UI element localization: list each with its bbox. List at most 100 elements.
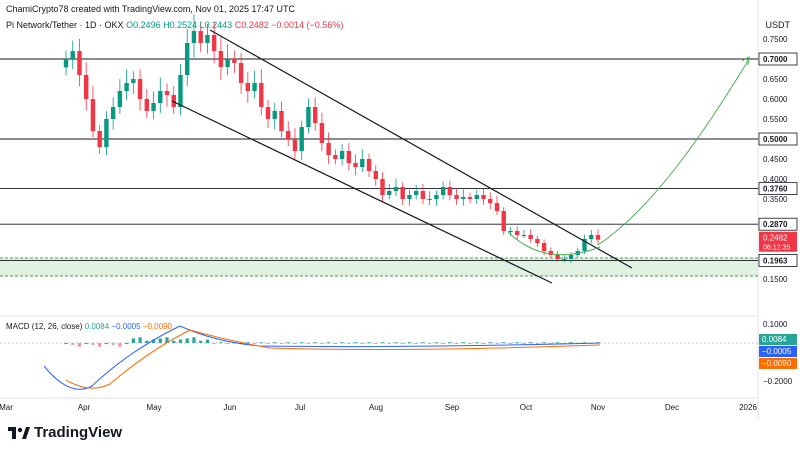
macd-histogram-bar xyxy=(407,342,412,344)
candle-body xyxy=(568,255,574,259)
month-label: Dec xyxy=(665,403,679,412)
candle-body xyxy=(90,99,96,131)
macd-tick-label: −0.2000 xyxy=(763,377,793,386)
macd-histogram-bar xyxy=(172,340,176,343)
macd-histogram-bar xyxy=(71,343,75,345)
month-label: Oct xyxy=(520,403,533,412)
macd-histogram-bar xyxy=(515,342,519,344)
candle-body xyxy=(144,99,150,111)
macd-histogram-bar xyxy=(259,342,263,344)
macd-histogram-bar xyxy=(535,343,539,344)
macd-histogram-bar xyxy=(488,342,492,344)
macd-legend[interactable]: MACD (12, 26, close) 0.0084 −0.0005 −0.0… xyxy=(6,322,172,331)
macd-histogram-bar xyxy=(555,342,560,344)
macd-value-badge xyxy=(759,346,797,357)
tradingview-logo[interactable]: TradingView xyxy=(8,424,122,441)
level-badge-label: 0.3760 xyxy=(763,185,788,194)
macd-histogram-bar xyxy=(502,342,506,344)
macd-histogram-bar xyxy=(367,342,371,344)
currency-label: USDT xyxy=(765,20,791,30)
candle-body xyxy=(387,191,392,195)
candle-body xyxy=(117,91,123,107)
macd-histogram-bar xyxy=(306,343,311,344)
macd-histogram-bar xyxy=(158,338,162,343)
macd-histogram-bar xyxy=(380,342,385,344)
candle-body xyxy=(528,235,533,239)
candle-body xyxy=(420,191,426,199)
macd-histogram-bar xyxy=(475,342,479,344)
price-tick-label: 0.6000 xyxy=(763,95,788,104)
bar-timer-label: 06:12:35 xyxy=(763,245,790,252)
macd-histogram-bar xyxy=(84,343,88,344)
price-tick-label: 0.7500 xyxy=(763,35,788,44)
price-tick-label: 0.4000 xyxy=(763,175,788,184)
candle-body xyxy=(555,255,560,259)
candle-body xyxy=(299,127,304,151)
macd-histogram-bar xyxy=(192,337,196,343)
macd-histogram-bar xyxy=(353,342,358,344)
projection-curve xyxy=(597,58,750,246)
level-badge-label: 0.7000 xyxy=(763,55,788,64)
macd-histogram-bar xyxy=(414,343,418,344)
candle-body xyxy=(272,111,277,119)
macd-histogram-bar xyxy=(185,338,189,343)
candle-body xyxy=(582,239,587,251)
macd-histogram-bar xyxy=(300,342,304,344)
macd-histogram-bar xyxy=(165,337,169,343)
current-price-badge xyxy=(759,231,797,252)
candle-body xyxy=(178,75,183,107)
candle-body xyxy=(434,195,439,199)
month-label: Sep xyxy=(445,403,460,412)
candle-body xyxy=(494,203,500,211)
candle-body xyxy=(84,75,89,99)
macd-histogram-bar xyxy=(394,342,398,344)
candle-body xyxy=(164,91,170,95)
macd-histogram-bar xyxy=(125,343,129,344)
candle-body xyxy=(333,155,338,159)
macd-histogram-bar xyxy=(481,343,486,344)
price-tick-label: 0.3500 xyxy=(763,195,788,204)
candle-body xyxy=(63,59,69,68)
macd-histogram-bar xyxy=(205,339,210,343)
candle-body xyxy=(306,107,311,127)
macd-histogram-bar xyxy=(441,343,445,344)
candle-body xyxy=(110,107,116,119)
macd-histogram-bar xyxy=(273,342,277,344)
candle-body xyxy=(346,151,352,163)
tradingview-logo-icon xyxy=(8,426,30,439)
candle-body xyxy=(454,195,459,199)
macd-histogram-bar xyxy=(374,343,378,344)
candle-body xyxy=(245,83,251,91)
candle-body xyxy=(131,79,136,83)
candle-body xyxy=(413,191,419,195)
price-axis-badges: 0.7000 0.5000 0.3760 0.2870 0.1963 0.2482 06:1… xyxy=(758,52,798,369)
month-label: Jul xyxy=(295,403,305,412)
signal-line xyxy=(65,329,601,389)
candle-body xyxy=(541,243,547,251)
macd-histogram-bar xyxy=(401,343,405,344)
candle-body xyxy=(259,83,264,107)
macd-histogram-bar xyxy=(279,343,284,344)
macd-value-badge xyxy=(759,358,797,369)
symbol-legend[interactable]: Pi Network/Tether · 1D · OKX O0.2496 H0.… xyxy=(6,20,343,30)
candle-body xyxy=(252,83,257,91)
candle-body xyxy=(171,95,176,107)
level-badge xyxy=(758,217,798,231)
candle-body xyxy=(312,107,318,123)
macd-value-badge-label: 0.0084 xyxy=(762,335,787,344)
candle-body xyxy=(427,199,432,200)
macd-histogram-bar xyxy=(448,342,452,344)
macd-histogram-bar xyxy=(199,340,203,343)
candle-body xyxy=(474,195,479,199)
price-tick-label: 0.6500 xyxy=(763,75,788,84)
candle-body xyxy=(326,143,331,155)
macd-histogram-bar xyxy=(131,338,135,343)
candlesticks xyxy=(63,14,601,263)
price-change: −0.0014 (−0.56%) xyxy=(271,20,344,30)
macd-histogram-bar xyxy=(286,342,290,344)
candle-body xyxy=(292,139,298,151)
candle-body xyxy=(380,179,385,195)
candle-body xyxy=(158,91,163,103)
candle-body xyxy=(514,231,520,235)
